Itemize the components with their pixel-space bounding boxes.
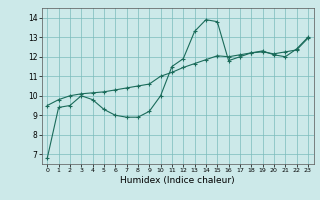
- X-axis label: Humidex (Indice chaleur): Humidex (Indice chaleur): [120, 176, 235, 185]
